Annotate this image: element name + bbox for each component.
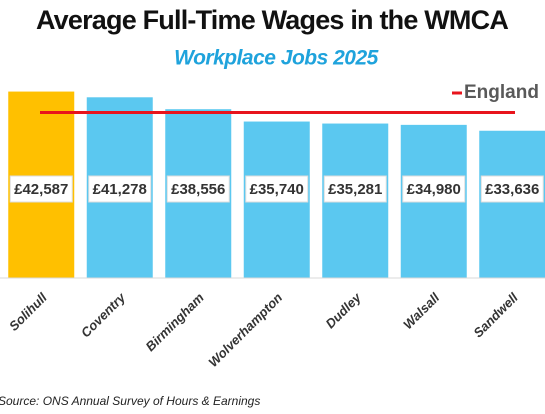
value-label: £35,281 [328,181,382,198]
x-tick-label: Wolverhampton [205,290,285,370]
x-tick-label: Birmingham [143,290,208,355]
value-label-box [9,175,73,203]
value-label: £42,587 [14,181,68,198]
source-note: Source: ONS Annual Survey of Hours & Ear… [0,394,260,408]
x-tick-label: Solihull [6,290,50,334]
value-label-box [166,175,230,203]
value-label-box [245,175,309,203]
value-label: £33,636 [485,181,539,198]
x-tick-label: Sandwell [470,290,521,341]
bar [479,130,545,278]
chart-title: Average Full-Time Wages in the WMCA [36,5,508,35]
x-tick-label: Walsall [400,290,442,332]
value-label-box [402,175,466,203]
x-tick-label: Dudley [323,289,365,331]
value-label: £35,740 [250,181,304,198]
chart-subtitle: Workplace Jobs 2025 [174,47,379,70]
x-tick-label: Coventry [78,289,129,340]
value-label-box [480,175,544,203]
legend-label: England [464,82,539,103]
value-label-box [323,175,387,203]
value-label: £41,278 [93,181,147,198]
value-label: £38,556 [171,181,225,198]
value-label-box [88,175,152,203]
value-label: £34,980 [407,181,461,198]
